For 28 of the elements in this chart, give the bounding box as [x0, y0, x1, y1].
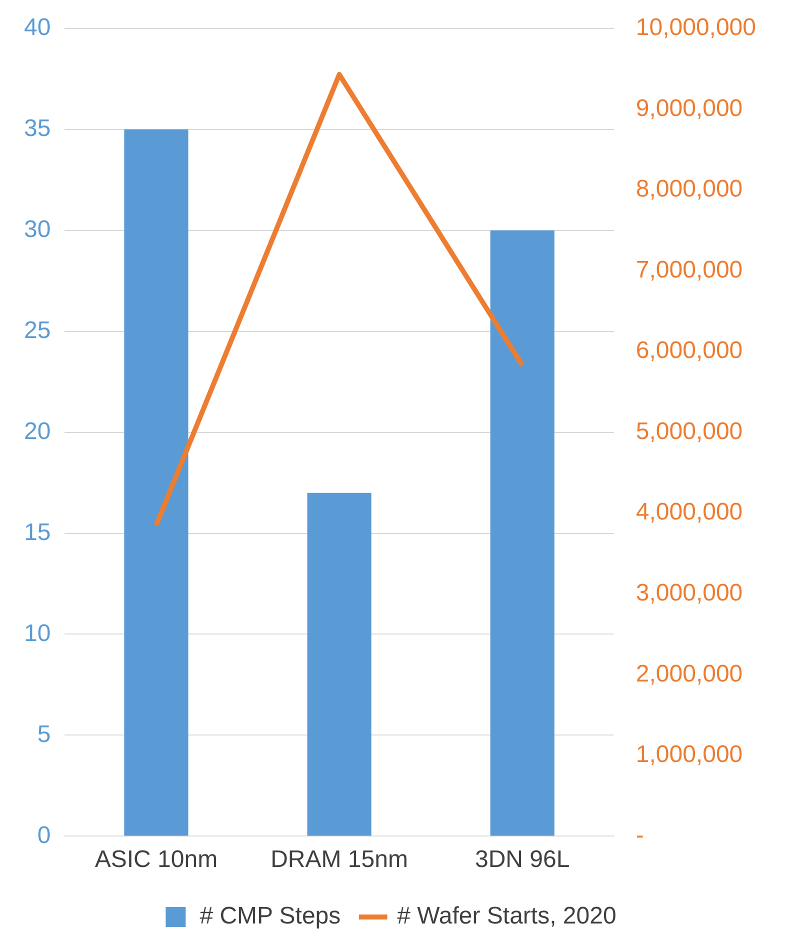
y-tick-label: 15 [24, 518, 51, 546]
bar [307, 492, 372, 836]
y2-tick-label: 10,000,000 [636, 14, 756, 42]
y2-tick-label: - [636, 822, 644, 849]
y2-tick-label: 3,000,000 [636, 579, 743, 606]
y2-tick-label: 2,000,000 [636, 660, 743, 688]
y-tick-label: 5 [37, 720, 51, 748]
y-tick-label: 40 [24, 14, 51, 42]
y-tick-label: 30 [24, 216, 51, 243]
y-tick-label: 10 [24, 620, 51, 647]
y-tick-label: 35 [24, 115, 51, 142]
y2-tick-label: 4,000,000 [636, 498, 743, 526]
bar [124, 129, 188, 836]
legend-label: # Wafer Starts, 2020 [397, 902, 616, 930]
y2-tick-label: 5,000,000 [636, 418, 743, 445]
y2-tick-label: 9,000,000 [636, 94, 743, 122]
y2-tick-label: 7,000,000 [636, 256, 743, 284]
x-tick-label: DRAM 15nm [270, 846, 408, 874]
y-tick-label: 0 [37, 822, 51, 849]
x-tick-label: 3DN 96L [474, 846, 570, 874]
y2-tick-label: 6,000,000 [636, 337, 743, 364]
legend-label: # CMP Steps [200, 902, 341, 930]
x-tick-label: ASIC 10nm [94, 846, 218, 874]
y2-tick-label: 8,000,000 [636, 176, 743, 203]
bar [490, 230, 554, 836]
y-tick-label: 25 [24, 316, 51, 344]
y2-tick-label: 1,000,000 [636, 741, 743, 768]
y-tick-label: 20 [24, 418, 51, 445]
